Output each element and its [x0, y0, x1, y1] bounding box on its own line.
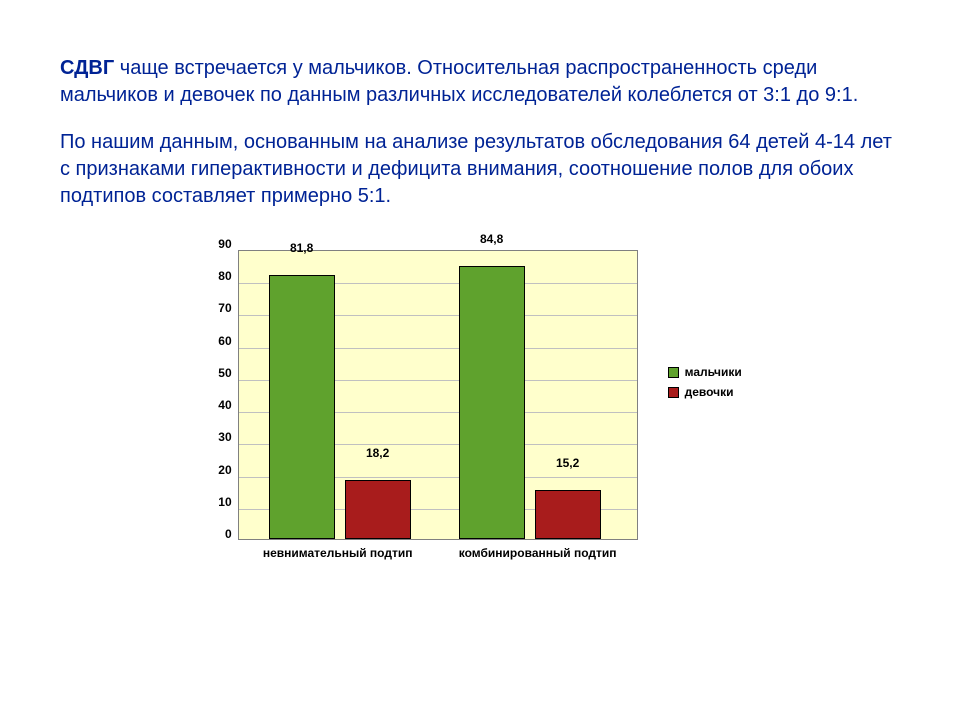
legend-item: девочки	[668, 385, 742, 399]
chart-box: 9080706050403020100 81,818,284,815,2 нев…	[218, 250, 741, 560]
bar-девочки	[345, 480, 411, 539]
chart-container: 9080706050403020100 81,818,284,815,2 нев…	[60, 250, 900, 560]
legend-swatch	[668, 367, 679, 378]
legend-label: девочки	[685, 385, 734, 399]
y-axis: 9080706050403020100	[218, 244, 237, 534]
bar-девочки	[535, 490, 601, 539]
slide: СДВГ чаще встречается у мальчиков. Относ…	[0, 0, 960, 720]
paragraph-1: СДВГ чаще встречается у мальчиков. Относ…	[60, 55, 900, 109]
plot-area: 81,818,284,815,2	[238, 250, 638, 540]
bar-мальчики	[459, 266, 525, 539]
bar-value-label: 15,2	[535, 456, 601, 473]
x-tick-label: невнимательный подтип	[238, 546, 438, 560]
bar-value-label: 84,8	[459, 232, 525, 249]
bar-value-label: 81,8	[269, 241, 335, 258]
bar-value-label: 18,2	[345, 446, 411, 463]
bar-мальчики	[269, 275, 335, 539]
legend: мальчики девочки	[668, 365, 742, 405]
x-axis: невнимательный подтипкомбинированный под…	[238, 546, 638, 560]
plot-column: 81,818,284,815,2 невнимательный подтипко…	[238, 250, 638, 560]
legend-swatch	[668, 387, 679, 398]
paragraph-2: По нашим данным, основанным на анализе р…	[60, 129, 900, 210]
legend-label: мальчики	[685, 365, 742, 379]
legend-item: мальчики	[668, 365, 742, 379]
para1-rest: чаще встречается у мальчиков. Относитель…	[60, 57, 858, 106]
para1-lead: СДВГ	[60, 57, 114, 79]
x-tick-label: комбинированный подтип	[438, 546, 638, 560]
